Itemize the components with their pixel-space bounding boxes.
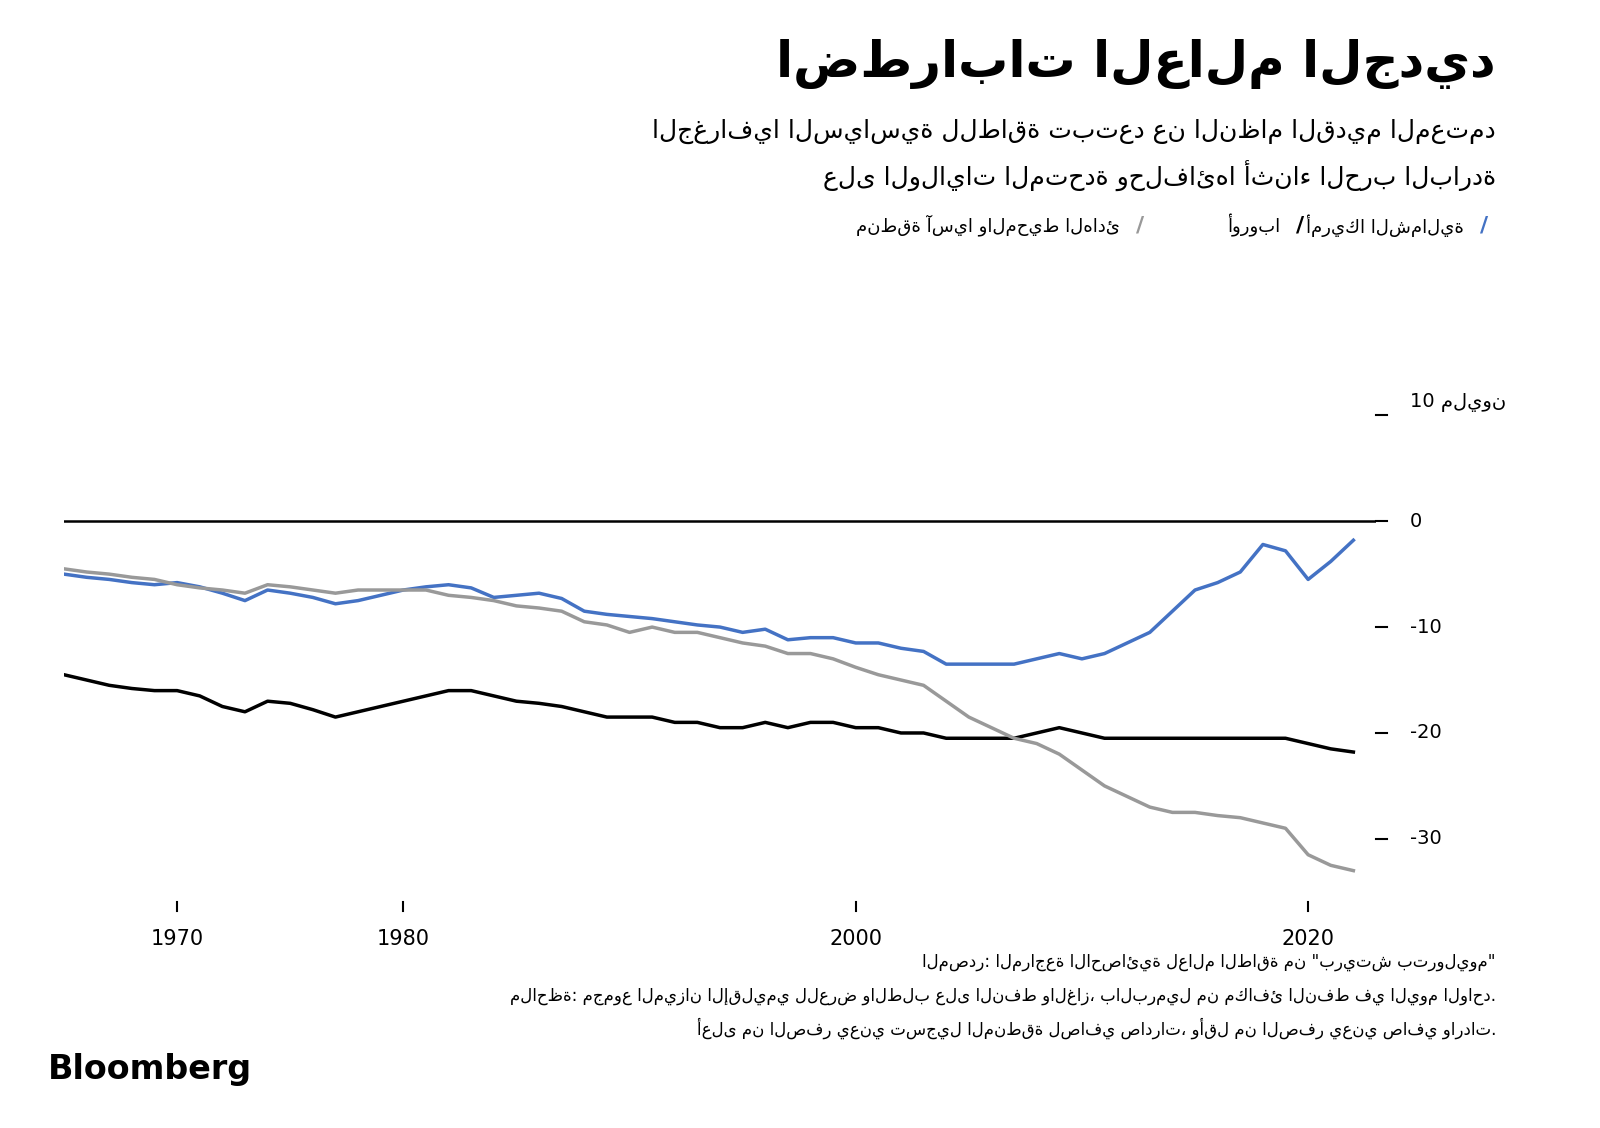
Text: على الولايات المتحدة وحلفائها أثناء الحرب الباردة: على الولايات المتحدة وحلفائها أثناء الحر… [822, 160, 1496, 192]
Text: أوروبا: أوروبا [1227, 214, 1280, 237]
Text: 1970: 1970 [150, 928, 203, 949]
Text: -10: -10 [1410, 617, 1442, 636]
Text: اضطرابات العالم الجديد: اضطرابات العالم الجديد [776, 39, 1496, 89]
Text: الجغرافيا السياسية للطاقة تبتعد عن النظام القديم المعتمد: الجغرافيا السياسية للطاقة تبتعد عن النظا… [653, 118, 1496, 143]
Text: 0: 0 [1410, 512, 1422, 530]
Text: أعلى من الصفر يعني تسجيل المنطقة لصافي صادرات، وأقل من الصفر يعني صافي واردات.: أعلى من الصفر يعني تسجيل المنطقة لصافي ص… [696, 1017, 1496, 1039]
Text: منطقة آسيا والمحيط الهادئ: منطقة آسيا والمحيط الهادئ [856, 214, 1120, 237]
Text: أمريكا الشمالية: أمريكا الشمالية [1306, 214, 1464, 237]
Text: -30: -30 [1410, 829, 1442, 848]
Text: Bloomberg: Bloomberg [48, 1052, 253, 1086]
Text: ملاحظة: مجموع الميزان الإقليمي للعرض والطلب على النفط والغاز، بالبرميل من مكافئ : ملاحظة: مجموع الميزان الإقليمي للعرض وال… [510, 987, 1496, 1005]
Text: المصدر: المراجعة الاحصائية لعالم الطاقة من "بريتش بتروليوم": المصدر: المراجعة الاحصائية لعالم الطاقة … [923, 953, 1496, 971]
Text: 1980: 1980 [378, 928, 430, 949]
Text: /: / [1480, 215, 1488, 236]
Text: 10 مليون: 10 مليون [1410, 394, 1506, 412]
Text: -20: -20 [1410, 723, 1442, 742]
Text: /: / [1136, 215, 1144, 236]
Text: 2000: 2000 [829, 928, 882, 949]
Text: /: / [1296, 215, 1304, 236]
Text: 2020: 2020 [1282, 928, 1334, 949]
